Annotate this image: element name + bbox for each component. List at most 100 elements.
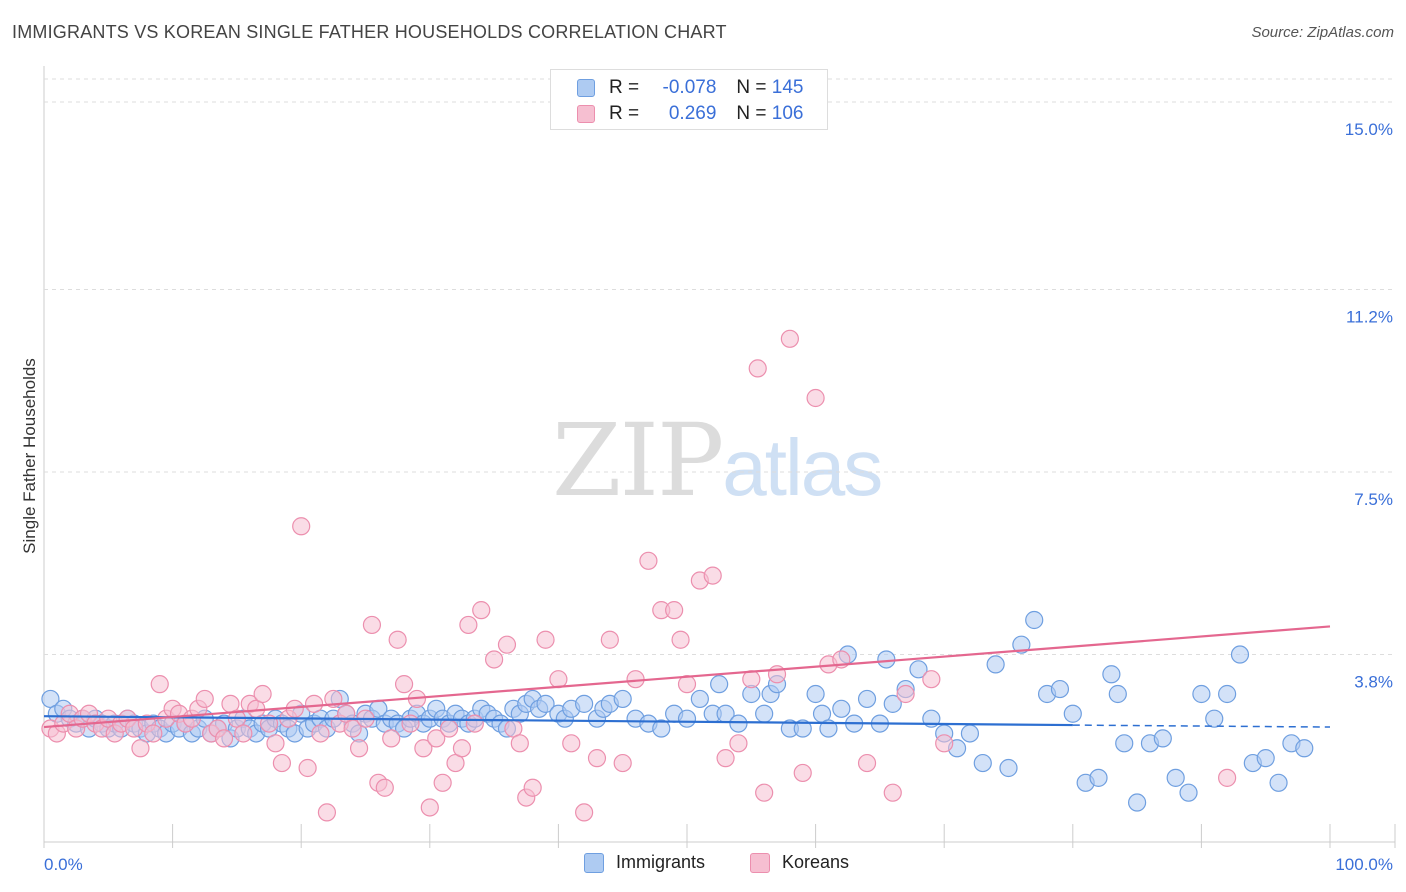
immigrants-point [806, 684, 825, 704]
koreans-point [472, 601, 491, 620]
koreans-point [671, 630, 690, 649]
immigrants-point [883, 694, 902, 713]
koreans-point [349, 739, 369, 758]
koreans-point [304, 694, 324, 713]
y-tick-label: 15.0% [1345, 120, 1393, 139]
immigrants-point [1108, 684, 1127, 704]
legend-row-koreans: R = 0.269 N = 106 [577, 102, 803, 126]
legend-n-value: 106 [771, 103, 804, 124]
koreans-point [259, 714, 279, 733]
koreans-point [639, 551, 658, 570]
legend-r-value: 0.269 [668, 103, 717, 124]
watermark: ZIPatlas [552, 402, 883, 519]
koreans-point [896, 684, 915, 704]
immigrants-point [793, 719, 812, 738]
immigrants-point [1166, 768, 1185, 787]
legend-row-immigrants: R = -0.078 N = 145 [577, 76, 803, 100]
immigrants-point [1012, 635, 1031, 654]
immigrants-point [832, 699, 851, 718]
koreans-point [562, 734, 581, 753]
koreans-point [755, 783, 774, 802]
immigrants-point [1153, 729, 1172, 748]
koreans-point [536, 630, 555, 649]
koreans-point [375, 778, 394, 797]
koreans-point [388, 630, 407, 649]
immigrants-point [1025, 610, 1044, 630]
koreans-point [729, 734, 748, 753]
immigrants-point [613, 689, 632, 709]
koreans-point [298, 758, 317, 778]
immigrants-point [1063, 704, 1082, 723]
immigrants-swatch-icon [577, 79, 595, 97]
legend-n-label: N = [736, 77, 767, 98]
legend-n-label: N = [736, 103, 767, 124]
koreans-point [806, 388, 825, 408]
koreans-point [780, 329, 799, 348]
watermark-zip: ZIP [552, 402, 724, 519]
series-legend: Immigrants Koreans [0, 852, 1406, 878]
immigrants-point [1127, 793, 1147, 812]
immigrants-point [1256, 749, 1275, 768]
koreans-point [748, 359, 767, 378]
legend-koreans-label: Koreans [782, 852, 850, 872]
immigrants-point [1230, 645, 1250, 664]
koreans-point [414, 739, 433, 758]
immigrants-point [1179, 783, 1198, 802]
koreans-point [272, 753, 292, 773]
koreans-point [420, 798, 439, 817]
legend-r-label: R = [609, 103, 640, 124]
koreans-point [144, 724, 163, 743]
immigrants-point [986, 655, 1005, 674]
y-tick-label: 3.8% [1354, 673, 1393, 692]
immigrants-point [1102, 665, 1121, 684]
immigrants-legend-icon [584, 852, 604, 873]
immigrants-point [710, 675, 729, 694]
koreans-point [433, 773, 452, 792]
y-tick-label: 11.2% [1346, 307, 1393, 326]
immigrants-point [1205, 709, 1224, 728]
koreans-point [253, 684, 272, 704]
legend-item-immigrants: Immigrants [584, 852, 705, 873]
koreans-point [362, 615, 382, 635]
immigrants-point [536, 694, 555, 713]
immigrants-point [857, 689, 877, 709]
koreans-point [266, 734, 285, 753]
koreans-point [922, 670, 941, 689]
source-label: Source: ZipAtlas.com [1251, 24, 1394, 41]
koreans-point [510, 734, 529, 753]
koreans-point [793, 763, 812, 783]
koreans-point [1218, 768, 1237, 787]
koreans-point [311, 724, 330, 743]
x-tick-label: 100.0% [1335, 855, 1393, 874]
y-axis-label: Single Father Households [20, 358, 39, 554]
immigrants-trend-extension [1072, 724, 1331, 728]
immigrants-point [909, 660, 928, 679]
immigrants-point [1050, 679, 1070, 699]
watermark-atlas: atlas [722, 423, 883, 512]
immigrants-point [973, 753, 992, 773]
legend-item-koreans: Koreans [750, 852, 849, 873]
immigrants-point [1115, 734, 1134, 753]
immigrants-point [1089, 768, 1108, 787]
koreans-legend-icon [750, 852, 770, 873]
koreans-point [394, 675, 414, 694]
correlation-legend: R = -0.078 N = 145 R = 0.269 N = 106 [550, 69, 828, 130]
y-tick-label: 7.5% [1354, 490, 1393, 509]
chart-title: IMMIGRANTS VS KOREAN SINGLE FATHER HOUSE… [12, 22, 727, 42]
immigrants-point [690, 689, 709, 709]
koreans-point [485, 650, 504, 669]
immigrants-point [877, 650, 896, 669]
koreans-point [575, 803, 594, 822]
immigrants-point [652, 719, 671, 738]
immigrants-trend-line [43, 715, 1073, 727]
koreans-point [343, 719, 362, 738]
koreans-point [131, 739, 150, 758]
koreans-point [497, 635, 517, 654]
koreans-point [150, 675, 169, 694]
immigrants-point [999, 758, 1018, 778]
immigrants-point [1192, 684, 1211, 704]
koreans-swatch-icon [577, 105, 595, 123]
legend-n-value: 145 [771, 77, 804, 98]
koreans-point [452, 739, 472, 758]
